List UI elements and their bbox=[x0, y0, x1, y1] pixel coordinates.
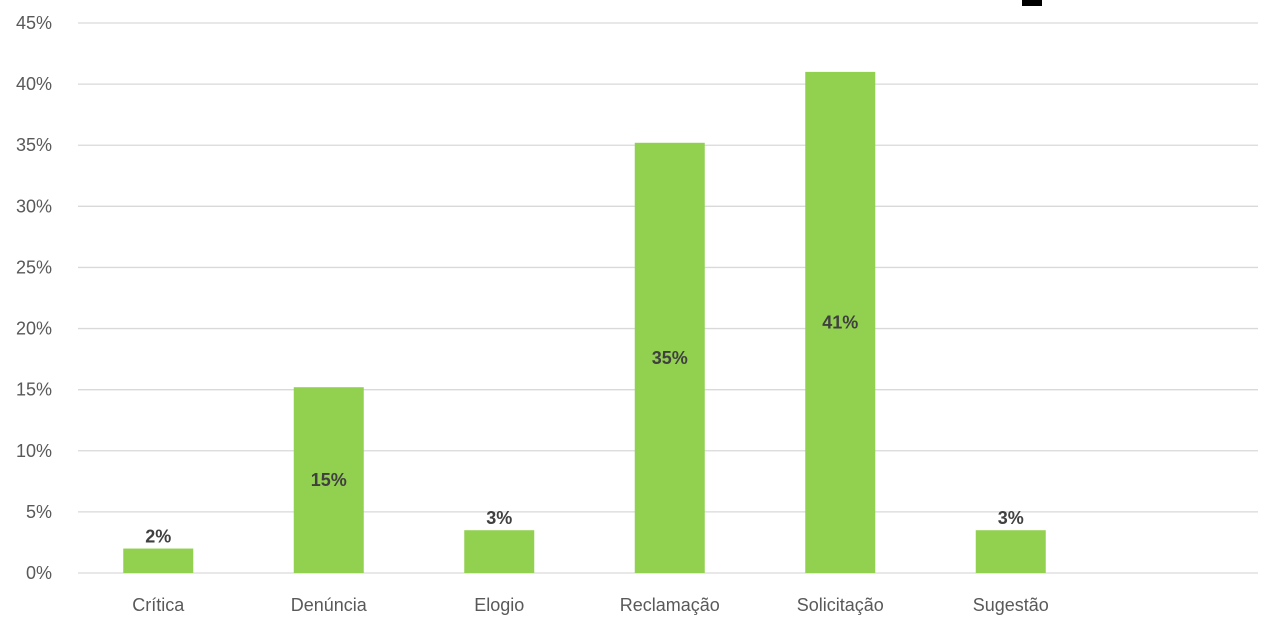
y-tick-label: 5% bbox=[26, 502, 52, 522]
x-category-label: Elogio bbox=[474, 595, 524, 615]
data-label: 15% bbox=[311, 470, 347, 490]
data-label: 35% bbox=[652, 348, 688, 368]
data-label: 3% bbox=[998, 508, 1024, 528]
bar-4 bbox=[805, 71, 876, 573]
y-tick-label: 20% bbox=[16, 319, 52, 339]
y-tick-label: 30% bbox=[16, 196, 52, 216]
x-axis-category-labels: Crítica Denúncia Elogio Reclamação Solicitaç… bbox=[132, 595, 1049, 615]
data-labels: 2% 15% 3% 35% 41% 3% bbox=[145, 312, 1024, 546]
bar-2 bbox=[464, 530, 535, 573]
bar-3 bbox=[634, 142, 705, 573]
y-tick-label: 15% bbox=[16, 380, 52, 400]
y-tick-label: 40% bbox=[16, 74, 52, 94]
data-label: 41% bbox=[822, 312, 858, 332]
data-label: 3% bbox=[486, 508, 512, 528]
x-category-label: Reclamação bbox=[620, 595, 720, 615]
bar-0 bbox=[123, 548, 194, 573]
y-axis-tick-labels: 0% 5% 10% 15% 20% 25% 30% 35% 40% 45% bbox=[16, 13, 52, 583]
y-tick-label: 35% bbox=[16, 135, 52, 155]
x-category-label: Sugestão bbox=[973, 595, 1049, 615]
x-category-label: Solicitação bbox=[797, 595, 884, 615]
y-tick-label: 25% bbox=[16, 257, 52, 277]
y-tick-label: 45% bbox=[16, 13, 52, 33]
x-category-label: Denúncia bbox=[291, 595, 368, 615]
x-category-label: Crítica bbox=[132, 595, 185, 615]
bar-5 bbox=[975, 530, 1046, 573]
data-label: 2% bbox=[145, 527, 171, 547]
cropped-title-fragment bbox=[1022, 0, 1042, 6]
bars bbox=[123, 71, 1046, 573]
y-tick-label: 10% bbox=[16, 441, 52, 461]
bar-1 bbox=[293, 387, 364, 573]
y-tick-label: 0% bbox=[26, 563, 52, 583]
